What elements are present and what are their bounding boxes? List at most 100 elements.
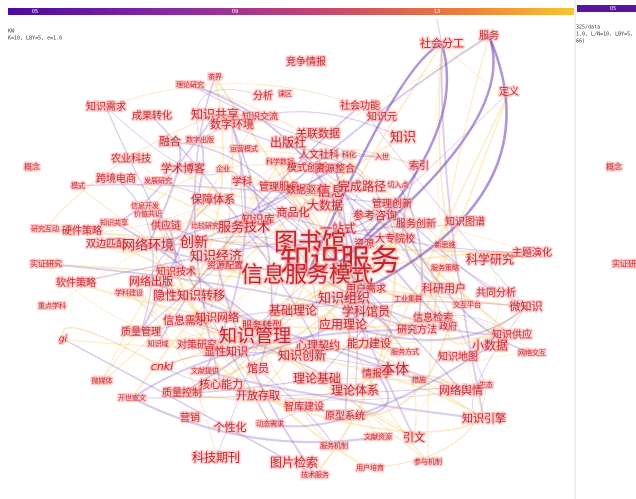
node-label: 竞争情报 bbox=[286, 55, 326, 68]
edge bbox=[306, 167, 487, 386]
node-label: 知识网络 bbox=[195, 310, 239, 324]
edge bbox=[343, 35, 508, 301]
node-label: 知识经济 bbox=[190, 249, 242, 265]
edge bbox=[175, 271, 256, 340]
edge bbox=[150, 227, 245, 283]
node-label: 对策研究 bbox=[177, 338, 217, 351]
node-label: 隐性知识转移 bbox=[153, 288, 225, 303]
node-label: 图片检索 bbox=[270, 455, 318, 470]
edge bbox=[140, 139, 205, 333]
edge bbox=[150, 199, 214, 283]
edge bbox=[318, 154, 396, 240]
node-label: 知识交流 bbox=[242, 111, 278, 123]
edge bbox=[169, 141, 341, 263]
edge bbox=[113, 222, 263, 327]
edge bbox=[181, 238, 396, 394]
edge bbox=[215, 154, 320, 459]
edge bbox=[344, 326, 449, 418]
edge bbox=[241, 181, 462, 392]
edge bbox=[105, 106, 271, 425]
node-label: 数字出版 bbox=[186, 135, 214, 144]
node-label: 主题演化 bbox=[512, 246, 552, 259]
node-label: 交互平台 bbox=[453, 300, 481, 309]
node-label: 工业集群 bbox=[394, 294, 422, 303]
edge bbox=[181, 243, 365, 394]
edge bbox=[128, 292, 256, 345]
edge bbox=[196, 124, 234, 346]
node-label: 能力建设 bbox=[347, 336, 391, 350]
edge bbox=[184, 320, 356, 392]
timeline-bar bbox=[8, 8, 574, 15]
node-label: 开放存取 bbox=[236, 388, 280, 402]
timeline-label: 05 bbox=[610, 6, 616, 12]
edge bbox=[181, 378, 318, 394]
node-label: 保障体系 bbox=[191, 192, 235, 206]
edge bbox=[278, 186, 468, 306]
edge bbox=[279, 161, 409, 300]
edge bbox=[175, 271, 303, 357]
edge bbox=[131, 137, 404, 399]
node-label: 用户培育 bbox=[356, 463, 384, 472]
node-label: 科学数据 bbox=[266, 157, 294, 166]
node-label: 价值共识 bbox=[134, 209, 162, 218]
edge bbox=[435, 43, 485, 420]
node-label: 信息检索 bbox=[413, 311, 453, 324]
edge bbox=[368, 314, 513, 345]
node-label: 微知识 bbox=[510, 299, 543, 313]
edge bbox=[339, 43, 449, 263]
edge bbox=[101, 191, 332, 382]
edge bbox=[243, 35, 490, 229]
node-label: 理论研究 bbox=[176, 80, 204, 89]
edge bbox=[301, 355, 485, 420]
node-label: 知识库 bbox=[242, 212, 275, 226]
edge bbox=[214, 114, 383, 158]
right-timeline-bar bbox=[577, 5, 636, 12]
edge bbox=[365, 311, 392, 346]
node-label: 分析 bbox=[253, 89, 273, 102]
node-label: 成果转化 bbox=[132, 109, 172, 122]
edge bbox=[222, 168, 341, 263]
edge bbox=[224, 238, 396, 280]
edge bbox=[343, 298, 415, 439]
node-label: 知识引擎 bbox=[462, 411, 506, 425]
edge bbox=[204, 369, 485, 421]
edge bbox=[305, 42, 443, 277]
edge bbox=[181, 325, 266, 394]
edge bbox=[105, 243, 318, 380]
node-label: 图书馆 bbox=[274, 228, 346, 256]
edge bbox=[181, 373, 378, 402]
edge bbox=[402, 165, 445, 290]
edge bbox=[189, 84, 383, 158]
edge bbox=[254, 251, 533, 338]
node-label: 质量控制 bbox=[162, 386, 202, 399]
node-label: 人文社科 bbox=[299, 148, 339, 161]
edge bbox=[225, 311, 367, 358]
node-label: 社会功能 bbox=[340, 99, 380, 112]
node-label: 知识供应 bbox=[492, 328, 532, 341]
node-label: 知识地图 bbox=[438, 350, 478, 363]
edge bbox=[243, 227, 513, 336]
edge bbox=[189, 84, 446, 246]
node-label: 参与机制 bbox=[414, 457, 442, 466]
node-label: 引文 bbox=[403, 430, 425, 444]
edge bbox=[444, 267, 471, 306]
edge bbox=[196, 310, 294, 355]
edge bbox=[339, 35, 495, 263]
edge bbox=[243, 212, 533, 254]
node-label: 研究方法 bbox=[397, 323, 437, 336]
node-label: 技术服务 bbox=[301, 470, 329, 479]
edge bbox=[254, 336, 415, 439]
node-label: 商品化 bbox=[277, 205, 310, 219]
node-label: 社会分工 bbox=[420, 36, 464, 50]
node-label: 小数据 bbox=[472, 338, 508, 353]
edge bbox=[147, 212, 178, 273]
node-label: 硬件策略 bbox=[62, 224, 102, 237]
edge bbox=[193, 236, 367, 290]
node-label: 一站式 bbox=[320, 222, 356, 236]
edge bbox=[368, 343, 417, 439]
edge bbox=[220, 154, 350, 386]
edge bbox=[157, 105, 361, 345]
node-label: 科研用户 bbox=[422, 281, 466, 295]
edge bbox=[147, 213, 182, 273]
edge bbox=[257, 395, 485, 434]
